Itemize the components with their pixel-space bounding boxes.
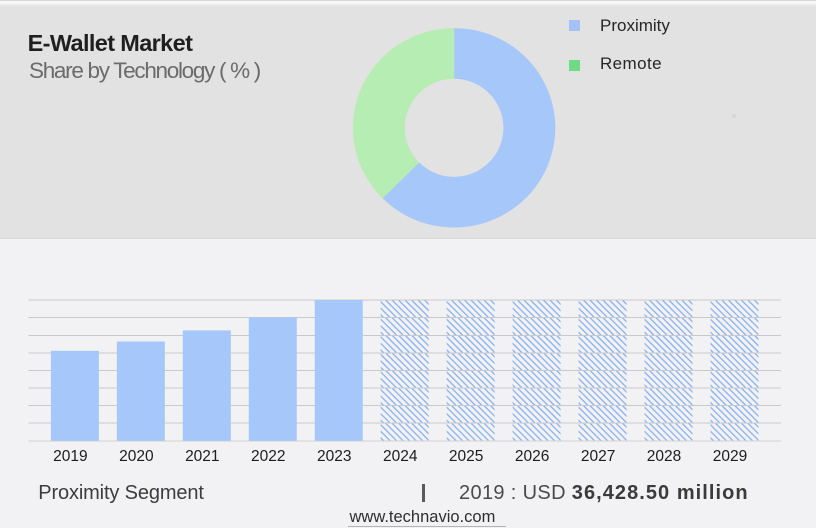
svg-text:2023: 2023 [317, 448, 351, 465]
svg-text:2026: 2026 [515, 448, 549, 465]
svg-text:2024: 2024 [383, 448, 418, 465]
svg-text:2021: 2021 [185, 448, 219, 465]
svg-text:2029: 2029 [713, 448, 747, 465]
svg-text:2025: 2025 [449, 448, 483, 465]
svg-text:2028: 2028 [647, 448, 681, 465]
svg-text:2027: 2027 [581, 448, 615, 465]
svg-text:2019: 2019 [53, 448, 87, 465]
svg-text:2022: 2022 [251, 448, 285, 465]
svg-text:2020: 2020 [119, 448, 154, 465]
